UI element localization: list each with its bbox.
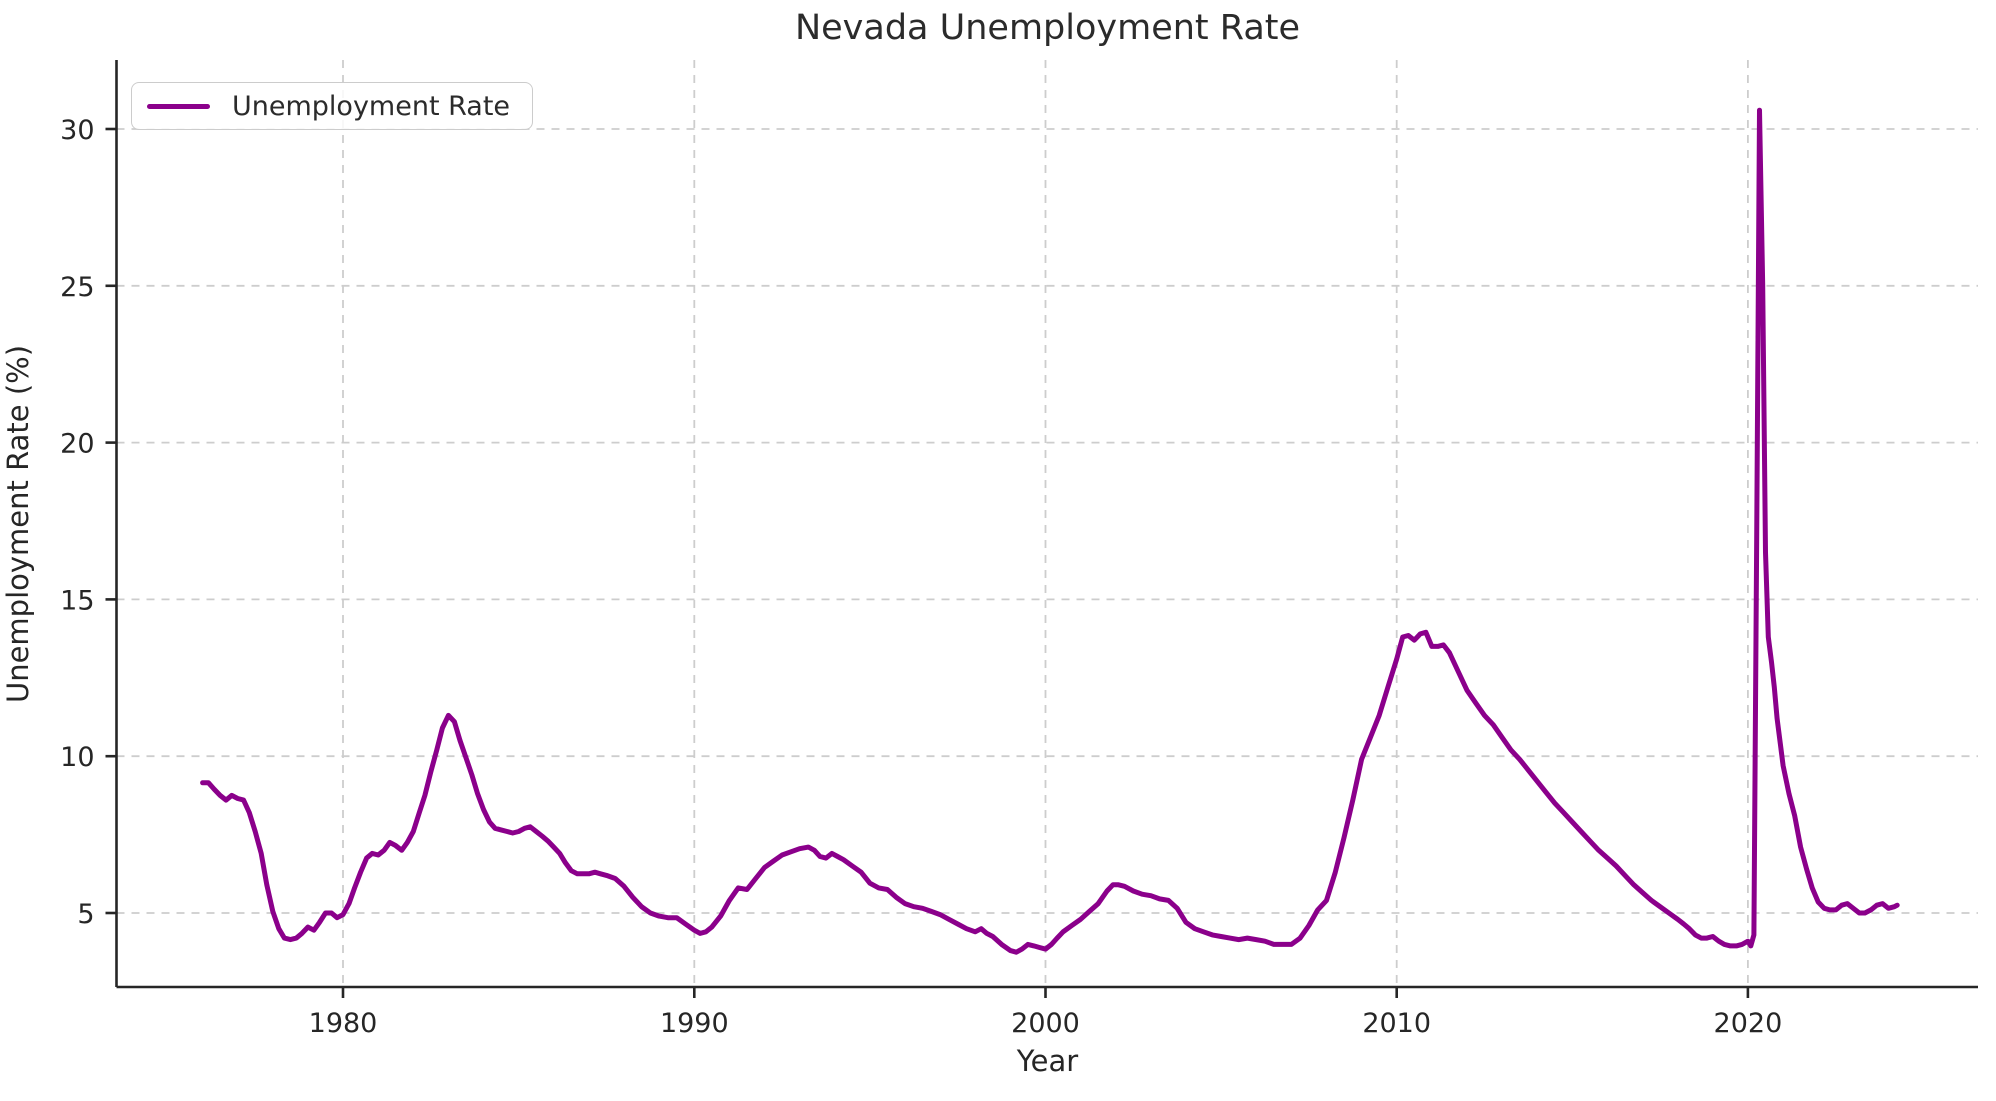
legend: Unemployment Rate [131,82,534,130]
x-tick-label: 2000 [1011,1008,1080,1039]
x-tick-label: 1980 [309,1008,378,1039]
y-tick-label: 5 [77,899,94,930]
unemployment-rate-line [200,107,1900,955]
y-axis-label: Unemployment Rate (%) [1,344,35,704]
legend-label: Unemployment Rate [232,90,511,122]
chart-title: Nevada Unemployment Rate [794,8,1301,48]
y-tick-label: 30 [60,115,94,146]
x-tick-label: 1990 [660,1008,729,1039]
y-tick-label: 25 [60,272,94,303]
y-tick-label: 10 [60,742,94,773]
legend-line-swatch [147,103,210,109]
x-tick-label: 2020 [1714,1008,1783,1039]
y-tick-label: 20 [60,429,94,460]
x-axis-label: Year [1016,1044,1079,1078]
y-tick-label: 15 [60,585,94,616]
x-tick-label: 2010 [1362,1008,1431,1039]
